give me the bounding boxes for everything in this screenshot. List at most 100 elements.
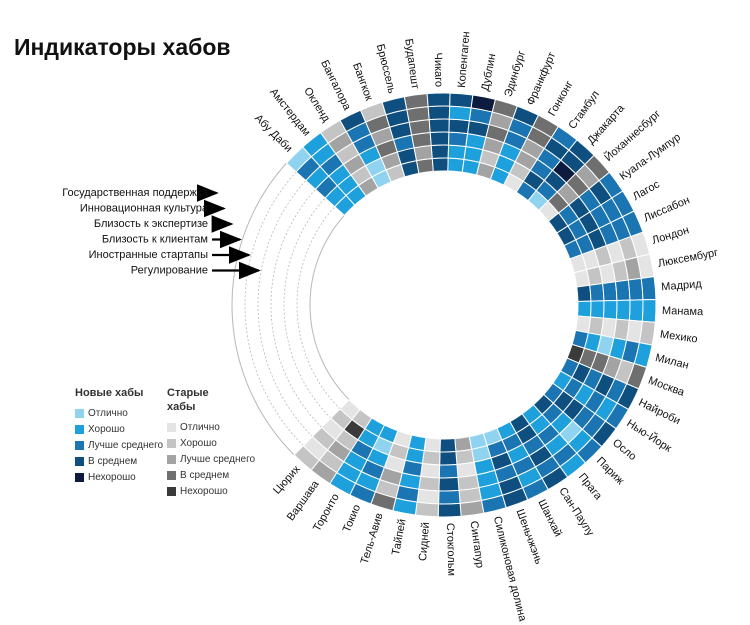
hub-label: Париж bbox=[594, 455, 627, 488]
heatmap-cell bbox=[293, 445, 321, 471]
hub-label: Токио bbox=[341, 503, 364, 534]
legend-label: Отлично bbox=[88, 407, 128, 419]
hub-label: Сидней bbox=[417, 522, 432, 562]
indicator-label: Регулирование bbox=[131, 264, 208, 276]
legend-new-header: Новые хабы bbox=[75, 387, 144, 399]
hub-label: Дублин bbox=[479, 53, 498, 92]
heatmap-cell bbox=[430, 144, 450, 160]
heatmap-cell bbox=[627, 277, 644, 301]
legend-swatch bbox=[75, 472, 84, 482]
hub-label: Мадрид bbox=[661, 278, 703, 293]
heatmap-cell bbox=[431, 157, 449, 172]
heatmap-cell bbox=[439, 450, 458, 466]
hub-label: Лондон bbox=[651, 224, 691, 247]
legend-label: Хорошо bbox=[180, 437, 217, 449]
legend-label: Лучше среднего bbox=[88, 439, 164, 451]
hub-label: Эдинбург bbox=[502, 49, 528, 98]
heatmap-cell bbox=[601, 281, 618, 302]
hub-label: Цюрих bbox=[271, 463, 303, 497]
legend-item: Хорошо bbox=[75, 421, 163, 437]
legend-swatch bbox=[167, 454, 176, 464]
guide-arc bbox=[283, 197, 332, 419]
heatmap-cell bbox=[437, 502, 462, 518]
hub-label: Шеньчжэнь bbox=[514, 508, 545, 567]
hub-label: Окленд bbox=[301, 85, 332, 124]
heatmap-cell bbox=[416, 488, 440, 505]
legend-swatch bbox=[75, 456, 84, 466]
heatmap-cell bbox=[448, 131, 469, 148]
legend-label: Лучше среднего bbox=[180, 453, 256, 465]
legend-item: Лучше среднего bbox=[75, 437, 163, 453]
heatmap-cell bbox=[576, 284, 592, 303]
heatmap-cell bbox=[403, 93, 429, 111]
hub-label: Чикаго bbox=[432, 52, 445, 87]
legend-new-hubs: Новые хабы Отлично Хорошо Лучше среднего В … bbox=[75, 386, 163, 485]
heatmap-cell bbox=[448, 118, 470, 135]
heatmap-cell bbox=[439, 438, 457, 453]
hub-label: Сингапур bbox=[468, 520, 486, 569]
heatmap-cell bbox=[427, 105, 451, 121]
hub-label: Тайпей bbox=[390, 518, 409, 556]
indicator-label: Иностранные стартапы bbox=[89, 249, 208, 261]
hub-label: Осло bbox=[610, 437, 638, 463]
hub-label: Милан bbox=[654, 352, 690, 372]
hub-label: Люксембург bbox=[657, 247, 719, 270]
heatmap-cell bbox=[602, 299, 618, 320]
legend-item: В среднем bbox=[75, 453, 163, 469]
legend-label: Хорошо bbox=[88, 423, 125, 435]
hub-label: Торонто bbox=[311, 492, 342, 534]
chart-title: Индикаторы хабов bbox=[14, 34, 231, 60]
guide-arc bbox=[309, 215, 350, 401]
legend-label: В среднем bbox=[180, 469, 230, 481]
hub-label: Гонконг bbox=[546, 79, 575, 118]
heatmap-cell bbox=[414, 501, 440, 518]
legend-label: Отлично bbox=[180, 421, 220, 433]
heatmap-cell bbox=[428, 118, 450, 134]
heatmap-cell bbox=[426, 92, 451, 108]
guide-arc bbox=[231, 162, 295, 456]
heatmap-cell bbox=[589, 282, 605, 302]
legend-item: Нехорошо bbox=[167, 483, 255, 499]
hub-label: Шанхай bbox=[535, 498, 563, 539]
hub-label: Бангкок bbox=[350, 61, 375, 102]
heatmap-cell bbox=[638, 320, 656, 346]
legend-label: В среднем bbox=[88, 455, 138, 467]
heatmap-cell bbox=[449, 92, 474, 109]
heatmap-cell bbox=[421, 450, 441, 466]
guide-arc bbox=[296, 206, 341, 410]
legend-label: Нехорошо bbox=[88, 471, 136, 483]
heatmap-cell bbox=[640, 276, 657, 301]
legend-swatch bbox=[75, 424, 84, 434]
legend-label: Нехорошо bbox=[180, 485, 228, 497]
legend-item: В среднем bbox=[167, 467, 255, 483]
hub-label: Будапешт bbox=[402, 38, 421, 90]
heatmap-cell bbox=[589, 300, 605, 319]
hub-label: Копенгаген bbox=[456, 31, 473, 88]
legend-item: Нехорошо bbox=[75, 469, 163, 485]
heatmap-cell bbox=[438, 489, 461, 505]
heatmap-cell bbox=[429, 131, 450, 147]
legend-item: Отлично bbox=[167, 419, 255, 435]
hub-label: Прага bbox=[576, 471, 605, 503]
heatmap-cell bbox=[447, 144, 467, 160]
heatmap-cell bbox=[628, 299, 644, 322]
heatmap-cell bbox=[447, 157, 465, 173]
legend-old-hubs: Старые хабы Отлично Хорошо Лучше среднего В… bbox=[167, 386, 255, 499]
hub-label: Манама bbox=[662, 305, 704, 318]
legend-item: Хорошо bbox=[167, 435, 255, 451]
indicator-label: Близость к экспертизе bbox=[94, 218, 208, 230]
heatmap-cell bbox=[641, 298, 657, 323]
heatmap-cell bbox=[420, 462, 441, 479]
guide-arc bbox=[270, 188, 322, 428]
heatmap-cell bbox=[577, 300, 592, 318]
hub-label: Найроби bbox=[637, 397, 683, 428]
hub-label: Мехико bbox=[659, 329, 698, 346]
legend-swatch bbox=[167, 486, 176, 496]
legend-swatch bbox=[75, 408, 84, 418]
heatmap-cell bbox=[615, 299, 631, 321]
legend-item: Лучше среднего bbox=[167, 451, 255, 467]
hub-label: Москва bbox=[647, 375, 687, 400]
heatmap-cell bbox=[459, 499, 485, 517]
heatmap-cell bbox=[438, 463, 459, 479]
